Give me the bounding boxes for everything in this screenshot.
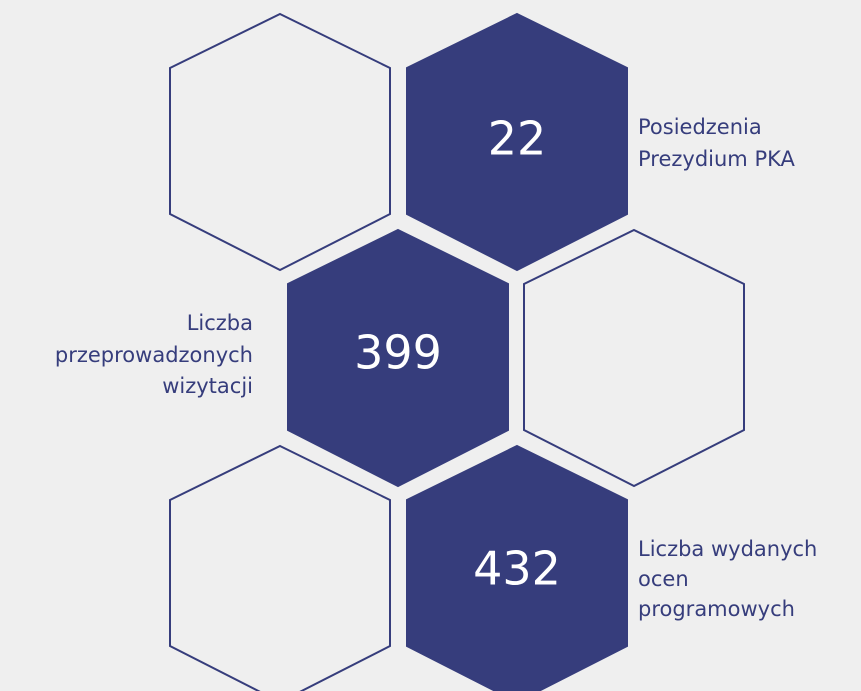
hexagon bbox=[287, 228, 509, 488]
hexagon bbox=[169, 444, 391, 691]
stat-label: wizytacji bbox=[162, 374, 253, 398]
stat-value: 399 bbox=[354, 326, 442, 380]
stat-label: Prezydium PKA bbox=[638, 147, 796, 171]
hexagon bbox=[169, 12, 391, 272]
stat-label: przeprowadzonych bbox=[55, 343, 253, 367]
stat-label: Posiedzenia bbox=[638, 115, 762, 139]
stat-value: 432 bbox=[473, 542, 561, 596]
stat-value: 22 bbox=[488, 112, 547, 166]
stat-label: Liczba wydanych bbox=[638, 537, 817, 561]
stat-label: Liczba bbox=[187, 311, 253, 335]
stat-label: programowych bbox=[638, 597, 795, 621]
hexagon bbox=[406, 444, 628, 691]
hexagon bbox=[523, 228, 745, 488]
hexagon bbox=[406, 12, 628, 272]
stat-label: ocen bbox=[638, 567, 689, 591]
